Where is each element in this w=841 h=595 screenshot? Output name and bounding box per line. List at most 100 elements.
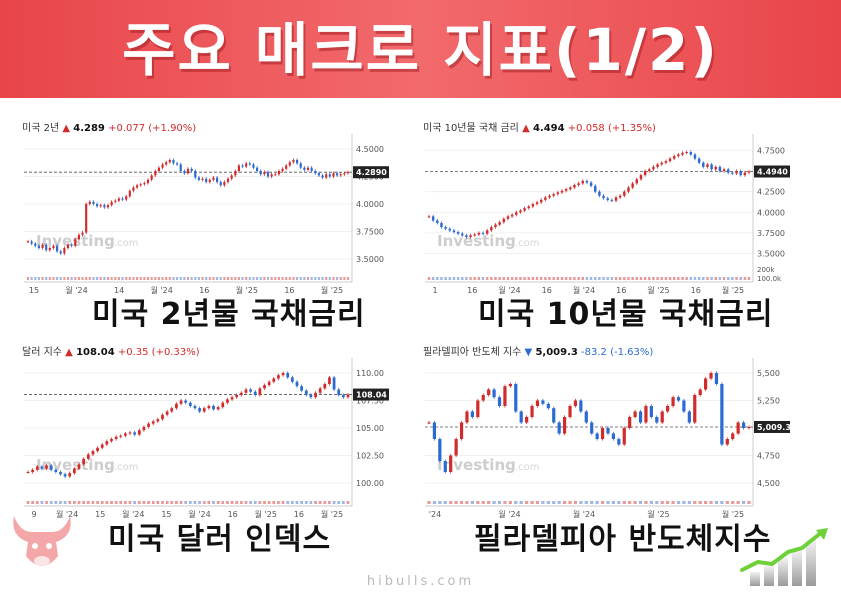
- volume-bar: [714, 501, 719, 504]
- x-tick-label: 월 '24: [573, 285, 595, 295]
- x-tick-label: 월 '25: [722, 509, 744, 519]
- volume-bar: [172, 277, 175, 280]
- candle-body: [681, 152, 684, 155]
- volume-bar: [557, 501, 561, 504]
- x-tick-label: 월 '25: [236, 285, 258, 295]
- candle-body: [176, 163, 179, 165]
- candle-body: [306, 167, 310, 170]
- candle-body: [226, 399, 229, 403]
- candle-body: [523, 208, 526, 211]
- x-tick-label: 16: [467, 286, 477, 295]
- chart-panel-us-10y: 미국 10년물 국채 금리 ▲ 4.494 +0.058 (+1.35%) 3.…: [423, 116, 791, 299]
- chart-panel-us-2y: 미국 2년 ▲ 4.289 +0.077 (+1.90%) 3.5000 3.75…: [22, 116, 390, 299]
- volume-bar: [726, 277, 730, 280]
- y-tick-label: 4.5000: [356, 145, 384, 154]
- volume-bar: [30, 277, 33, 280]
- chart-change: +0.35 (+0.33%): [117, 347, 200, 358]
- volume-bar: [579, 501, 583, 504]
- candle-body: [731, 172, 734, 174]
- x-tick-label: 월 '24: [151, 285, 173, 295]
- volume-bar: [564, 277, 568, 280]
- candle-body: [676, 397, 681, 401]
- volume-bar: [666, 501, 670, 504]
- candle-body: [440, 222, 443, 228]
- candle-body: [552, 194, 555, 196]
- x-tick-label: 월 '25: [321, 509, 343, 519]
- candle-body: [602, 195, 605, 199]
- x-tick-label: 월 '24: [498, 509, 520, 519]
- candle-body: [194, 171, 197, 178]
- candle-body: [581, 180, 584, 184]
- volume-bar: [736, 501, 740, 504]
- x-tick-label: 월 '25: [255, 509, 277, 519]
- candle-body: [156, 419, 160, 422]
- candle-body: [121, 198, 124, 200]
- volume-bar: [452, 277, 456, 280]
- candle-body: [208, 179, 211, 182]
- chart-price: 4.289: [73, 123, 105, 134]
- candle-body: [314, 392, 317, 398]
- candle-body: [237, 165, 240, 171]
- volume-bar: [216, 277, 219, 280]
- candle-body: [617, 439, 621, 445]
- watermark-suffix: .com: [515, 238, 540, 249]
- candle-body: [165, 162, 168, 165]
- volume-bar: [671, 501, 675, 504]
- candle-body: [226, 178, 230, 182]
- candle-body: [295, 381, 299, 387]
- candle-body: [618, 195, 622, 198]
- volume-bar: [747, 277, 751, 280]
- volume-bar: [631, 277, 634, 280]
- candle-body: [487, 389, 491, 395]
- volume-bar: [239, 501, 243, 504]
- candle-body: [274, 174, 277, 176]
- candle-body: [743, 172, 747, 176]
- volume-bar: [56, 277, 59, 280]
- bull-logo-icon: [13, 516, 71, 566]
- volume-bar: [105, 501, 109, 504]
- candle-body: [193, 406, 197, 409]
- volume-bar: [598, 277, 601, 280]
- volume-bar: [103, 277, 106, 280]
- volume-bar: [179, 277, 182, 280]
- candle-body: [454, 439, 458, 456]
- volume-bar: [88, 277, 91, 280]
- volume-bar: [314, 277, 317, 280]
- candle-body: [502, 218, 506, 223]
- candle-body: [573, 400, 578, 406]
- x-tick-label: 월 '24: [573, 509, 595, 519]
- candle-body: [714, 166, 717, 170]
- candle-body: [318, 388, 322, 393]
- footer-site: hibulls.com: [366, 574, 475, 589]
- volume-bar: [709, 501, 713, 504]
- volume-bar: [263, 501, 266, 504]
- volume-bar: [510, 277, 514, 280]
- candle-body: [481, 395, 485, 401]
- candle-body: [285, 165, 288, 169]
- candle-body: [564, 189, 568, 191]
- volume-bar: [234, 277, 237, 280]
- candle-body: [151, 421, 155, 424]
- watermark-text: Investing: [437, 456, 516, 474]
- candle-body: [515, 212, 518, 215]
- volume-bar: [573, 501, 578, 504]
- volume-bar: [125, 277, 128, 280]
- volume-bar: [618, 277, 622, 280]
- volume-bar: [85, 277, 88, 280]
- candle-body: [470, 411, 474, 417]
- y-tick-label: 3.7500: [757, 229, 785, 238]
- volume-bar: [677, 277, 680, 280]
- volume-bar: [249, 501, 252, 504]
- volume-bar: [473, 277, 476, 280]
- volume-bar: [539, 277, 543, 280]
- volume-bar: [212, 277, 215, 280]
- candle-body: [74, 239, 77, 246]
- chart-us-2y: 3.50003.75004.00004.25004.5000Investing.…: [24, 134, 389, 295]
- volume-bar: [66, 277, 70, 280]
- candle-body: [219, 182, 222, 186]
- volume-bar: [73, 501, 76, 504]
- candle-body: [709, 373, 713, 379]
- volume-bar: [492, 501, 496, 504]
- volume-bar: [448, 277, 452, 280]
- candle-body: [432, 422, 437, 439]
